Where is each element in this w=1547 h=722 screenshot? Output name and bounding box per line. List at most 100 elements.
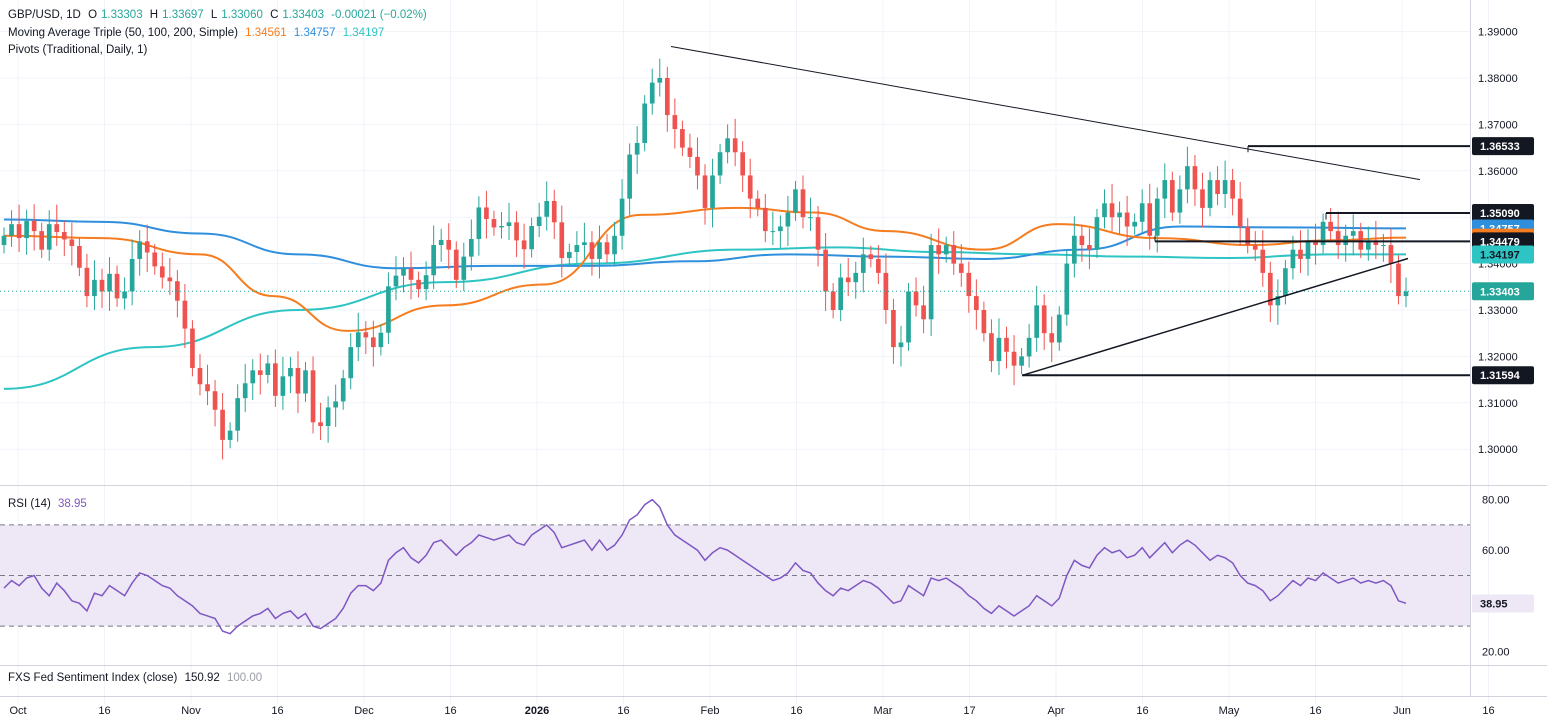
- candle-body: [574, 245, 580, 252]
- price-tag-bg: [1472, 137, 1534, 156]
- candle-body: [755, 198, 761, 208]
- candle-body: [1117, 212, 1122, 218]
- candle-body: [1094, 217, 1100, 250]
- candle-body: [99, 279, 105, 292]
- candle-body: [69, 239, 75, 246]
- candle-body: [1237, 198, 1243, 227]
- candle-body: [529, 226, 534, 250]
- candle-body: [936, 245, 942, 255]
- candle-body: [717, 152, 723, 176]
- candle-body: [974, 296, 979, 310]
- rsi-line: [3, 498, 1407, 635]
- candle-body: [913, 291, 919, 306]
- candle-body: [235, 398, 241, 431]
- candle-body: [1388, 245, 1394, 264]
- price-tick-label: 1.31000: [1478, 398, 1518, 410]
- candle-body: [649, 82, 655, 104]
- candle-body: [1283, 268, 1288, 297]
- candle-body: [589, 242, 595, 259]
- price-tag-bg: [1472, 366, 1534, 385]
- candle-body: [175, 281, 180, 301]
- candle-body: [273, 363, 278, 396]
- candle-body: [484, 207, 489, 220]
- fxs-legend: FXS Fed Sentiment Index (close) 150.92 1…: [8, 672, 266, 684]
- candle-body: [958, 263, 964, 273]
- open-value: 1.33303: [101, 9, 143, 21]
- candle-body: [906, 291, 911, 343]
- price-tag-text: 1.31594: [1480, 370, 1521, 382]
- candle-body: [423, 275, 429, 290]
- close-value: 1.33403: [282, 9, 324, 21]
- candle-body: [152, 252, 158, 267]
- candle-body: [898, 342, 904, 348]
- candle-body: [265, 363, 271, 375]
- candle-body: [1403, 291, 1409, 297]
- time-axis[interactable]: Oct 16 Nov 16 Dec 16 2026 16 Feb 16 Mar 17 Apr 16 May 1…: [9, 705, 1494, 717]
- time-tick-label: 17: [963, 705, 975, 717]
- candle-body: [1132, 221, 1137, 227]
- high-value: 1.33697: [162, 9, 204, 21]
- candle-body: [401, 268, 406, 276]
- candle-body: [597, 242, 602, 259]
- candle-body: [1298, 249, 1303, 259]
- candle-body: [303, 370, 308, 394]
- candle-body: [672, 115, 678, 130]
- candle-body: [838, 277, 844, 310]
- candle-body: [1, 235, 7, 246]
- time-tick-label: May: [1219, 705, 1240, 717]
- candle-body: [92, 279, 97, 297]
- candle-body: [378, 332, 384, 348]
- candle-body: [710, 175, 715, 208]
- rsi-legend: RSI (14) 38.95: [8, 498, 91, 510]
- candle-body: [1245, 226, 1251, 246]
- candle-body: [687, 147, 693, 157]
- candles: [0, 58, 1470, 460]
- candle-body: [928, 245, 934, 320]
- candle-body: [31, 220, 37, 232]
- time-tick-label: 2026: [525, 705, 549, 717]
- candle-body: [876, 258, 881, 273]
- candle-body: [785, 212, 791, 227]
- candle-body: [16, 224, 22, 239]
- time-tick-label: 16: [271, 705, 283, 717]
- rsi-label: RSI (14): [8, 498, 51, 510]
- price-tag-text: 1.35090: [1480, 208, 1520, 220]
- time-tick-label: 16: [1136, 705, 1148, 717]
- candle-body: [1365, 240, 1371, 250]
- candle-body: [1041, 305, 1047, 334]
- time-tick-label: Oct: [9, 705, 26, 717]
- price-tag-text: 1.36533: [1480, 141, 1520, 153]
- candle-body: [808, 217, 813, 219]
- ma-legend: Moving Average Triple (50, 100, 200, Sim…: [8, 27, 388, 39]
- price-tag-bg: [1472, 204, 1534, 223]
- candle-body: [830, 291, 836, 310]
- candle-body: [1079, 235, 1085, 246]
- candle-body: [1381, 245, 1386, 247]
- candle-body: [1230, 180, 1235, 199]
- candle-body: [416, 279, 421, 290]
- ma50-line: [3, 206, 1407, 332]
- candle-body: [815, 217, 821, 250]
- candle-body: [453, 249, 459, 280]
- time-tick-label: 16: [617, 705, 629, 717]
- candle-body: [318, 422, 323, 426]
- candle-body: [333, 401, 338, 408]
- candle-body: [197, 368, 203, 385]
- candle-body: [46, 224, 52, 250]
- candle-body: [212, 391, 218, 410]
- ma100-line: [3, 218, 1407, 270]
- candle-body: [24, 220, 29, 239]
- rsi-tick-label: 20.00: [1482, 646, 1510, 658]
- price-tag-text: 1.34197: [1480, 249, 1520, 261]
- candle-body: [1109, 203, 1115, 218]
- price-tag-text: 1.33403: [1480, 286, 1520, 298]
- low-value: 1.33060: [221, 9, 263, 21]
- candle-body: [1177, 189, 1183, 213]
- candle-body: [695, 156, 700, 176]
- candle-body: [680, 129, 685, 148]
- candle-body: [1222, 180, 1228, 194]
- candle-body: [627, 154, 632, 199]
- rsi-band: [0, 524, 1470, 627]
